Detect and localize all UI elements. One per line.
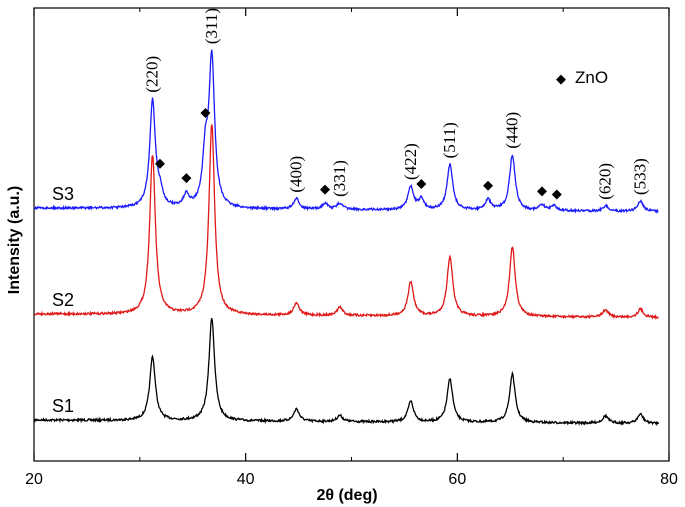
zno-marker	[181, 173, 192, 184]
series-name-s2: S2	[52, 290, 74, 310]
series-name-labels: S1 S2 S3	[52, 184, 74, 416]
y-axis-label: Intensity (a.u.)	[6, 186, 23, 294]
miller-label: (511)	[440, 122, 459, 158]
x-tick-label: 80	[660, 471, 678, 488]
miller-label: (422)	[401, 143, 420, 180]
series-name-s1: S1	[52, 396, 74, 416]
miller-label: (620)	[596, 163, 615, 200]
miller-label: (400)	[287, 156, 306, 193]
series-layer	[33, 49, 660, 427]
miller-label: (311)	[202, 8, 221, 44]
x-tick-label: 40	[237, 471, 255, 488]
x-axis-ticks: 20 40 60 80	[25, 8, 678, 488]
zno-marker	[416, 178, 427, 189]
miller-label: (533)	[630, 158, 649, 195]
series-line-s3	[34, 49, 659, 215]
zno-marker	[200, 107, 211, 118]
legend-zno-marker: ◆	[556, 71, 566, 86]
zno-marker	[154, 158, 165, 169]
zno-marker	[320, 184, 331, 195]
zno-marker	[483, 180, 494, 191]
x-tick-label: 60	[448, 471, 466, 488]
legend-zno-label: ZnO	[575, 68, 608, 87]
series-line-s2	[34, 124, 659, 320]
miller-label: (220)	[143, 56, 162, 93]
miller-label: (331)	[330, 160, 349, 197]
x-tick-label: 20	[25, 471, 43, 488]
zno-marker	[551, 189, 562, 200]
miller-index-labels: (220) (311) (400) (331) (422) (511) (440) (620)…	[143, 8, 650, 200]
x-axis-label: 2θ (deg)	[316, 487, 377, 504]
series-name-s3: S3	[52, 184, 74, 204]
legend: ◆ ZnO	[556, 68, 608, 87]
series-line-s1	[33, 318, 660, 427]
zno-marker	[537, 186, 547, 197]
zno-markers	[154, 107, 562, 200]
plot-frame	[33, 7, 670, 462]
plot-border	[33, 7, 670, 462]
miller-label: (440)	[502, 112, 521, 149]
